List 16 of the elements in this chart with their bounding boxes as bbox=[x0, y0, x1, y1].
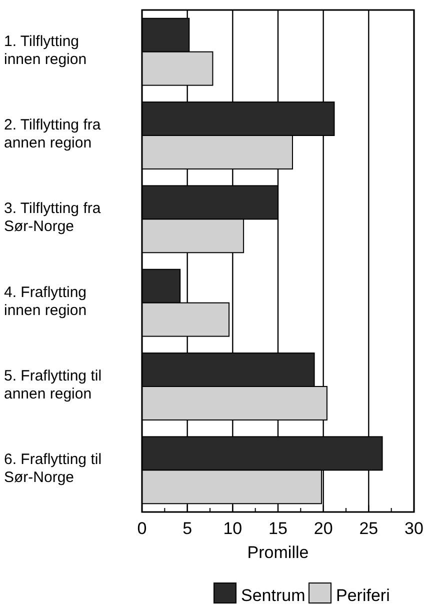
x-tick-label: 25 bbox=[359, 519, 378, 538]
y-tick-label: 3. Tilflytting fra Sør-Norge bbox=[4, 200, 102, 236]
x-axis-title: Promille bbox=[247, 543, 309, 562]
legend-label: Sentrum bbox=[241, 586, 306, 605]
x-tick-label: 15 bbox=[268, 519, 288, 538]
y-tick-label: 6. Fraflytting til Sør-Norge bbox=[4, 451, 102, 486]
y-tick-label: 4. Fraflytting innen region bbox=[4, 284, 87, 319]
x-tick-label: 10 bbox=[223, 519, 242, 538]
x-tick-label: 5 bbox=[182, 519, 192, 538]
y-tick-label: 1. Tilflytting innen region bbox=[4, 32, 87, 68]
x-tick-label: 20 bbox=[314, 519, 333, 538]
y-tick-label: 2. Tilflytting fra annen region bbox=[4, 116, 102, 152]
legend-label: Periferi bbox=[336, 586, 390, 605]
y-tick-label: 5. Fraflytting til annen region bbox=[4, 368, 102, 402]
x-tick-label: 0 bbox=[137, 519, 147, 538]
x-tick-label: 30 bbox=[404, 519, 424, 538]
